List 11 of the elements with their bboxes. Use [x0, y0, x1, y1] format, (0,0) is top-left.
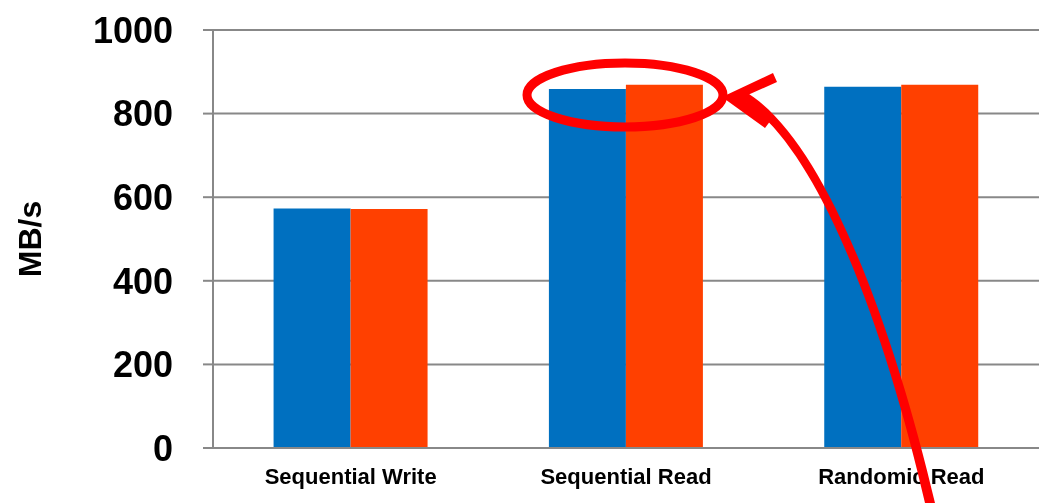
- bar: [273, 208, 351, 448]
- bar: [350, 208, 428, 448]
- y-tick-label: 1000: [92, 9, 173, 51]
- y-tick-label: 800: [112, 93, 173, 135]
- x-tick-label: Sequential Read: [540, 463, 712, 489]
- y-tick-label: 600: [112, 176, 173, 218]
- y-tick-label: 0: [152, 427, 173, 469]
- y-tick-label: 200: [112, 344, 173, 386]
- y-axis-title: MB/s: [12, 200, 49, 278]
- x-tick-label: Sequential Write: [264, 463, 437, 489]
- y-tick-label: 400: [112, 260, 173, 302]
